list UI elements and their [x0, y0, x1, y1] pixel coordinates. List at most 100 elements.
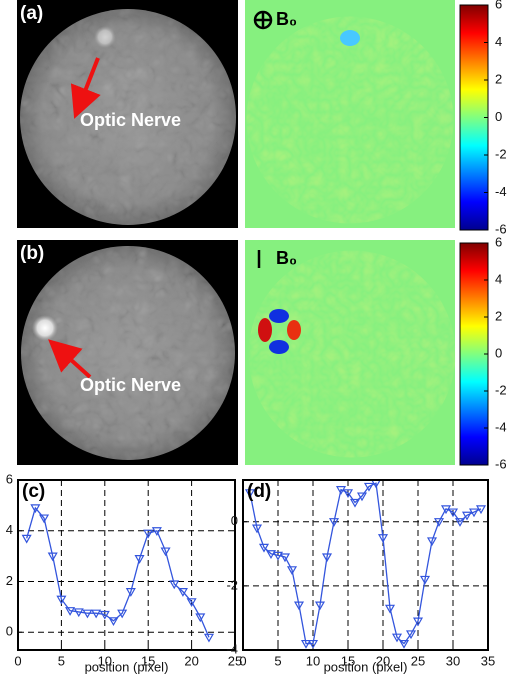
marker: [398, 639, 410, 649]
marker: [125, 588, 136, 597]
marker: [39, 514, 50, 524]
marker: [475, 505, 487, 515]
marker: [73, 608, 84, 618]
marker: [293, 601, 305, 611]
marker: [349, 498, 361, 508]
marker: [419, 575, 431, 585]
marker: [468, 508, 480, 518]
marker: [307, 639, 319, 649]
panel-label: (d): [247, 481, 271, 502]
x-tick-label: 15: [341, 653, 355, 668]
y-tick-label: 6: [6, 471, 13, 486]
plot-area: [18, 480, 235, 650]
marker: [272, 551, 284, 561]
x-tick-label: 15: [141, 653, 155, 668]
colorbar-tick-label: 2: [495, 71, 502, 86]
x-tick-label: 25: [228, 653, 242, 668]
marker: [328, 518, 340, 527]
x-tick-label: 25: [411, 653, 425, 668]
x-tick-label: 20: [376, 653, 390, 668]
marker: [321, 553, 333, 563]
marker: [286, 566, 298, 576]
axes-box: [17, 479, 236, 651]
marker: [356, 492, 368, 502]
annotation: Optic Nerve: [80, 375, 181, 395]
marker: [405, 630, 417, 640]
marker: [279, 553, 291, 563]
colorbar: [459, 4, 489, 231]
y-tick-label: 2: [6, 573, 13, 588]
marker: [82, 609, 93, 619]
axes-box: [242, 479, 489, 651]
colorbar-tick-label: -2: [495, 382, 507, 397]
marker: [342, 489, 354, 499]
x-tick-label: 10: [306, 653, 320, 668]
texture: [20, 9, 236, 225]
marker: [384, 604, 396, 614]
colorbar-tick-label: 0: [495, 109, 502, 124]
texture: [246, 16, 454, 224]
nerve-spot: [94, 26, 116, 48]
panel-label: (c): [22, 481, 45, 502]
line: [26, 506, 210, 638]
marker: [447, 508, 459, 518]
marker: [91, 609, 102, 619]
marker: [377, 534, 389, 543]
panel-label: (b): [20, 243, 44, 264]
marker: [300, 639, 312, 649]
colorbar-tick-label: 4: [495, 271, 502, 286]
y-tick-label: 0: [6, 624, 13, 639]
blob: [269, 340, 289, 354]
colorbar-tick-label: 4: [495, 34, 502, 49]
marker: [30, 504, 41, 514]
colorbar: [459, 242, 489, 466]
marker: [314, 601, 326, 611]
x-tick-label: 5: [58, 653, 65, 668]
panel-label: (a): [20, 3, 43, 24]
marker: [134, 555, 145, 564]
colorbar-tick-label: 0: [495, 345, 502, 360]
marker: [186, 598, 197, 608]
plot-area: [243, 480, 488, 650]
marker: [65, 607, 76, 616]
x-axis-label: position (pixel): [85, 659, 169, 674]
marker: [461, 511, 473, 521]
annotation: Optic Nerve: [80, 110, 181, 130]
y-tick-label: -4: [226, 641, 238, 656]
colorbar-tick-label: -6: [495, 456, 507, 471]
marker: [195, 613, 206, 623]
marker: [169, 580, 180, 590]
texture: [248, 250, 456, 458]
colorbar-tick-label: -2: [495, 146, 507, 161]
annotation: B₀: [276, 248, 297, 268]
blob: [258, 318, 272, 342]
marker: [440, 505, 452, 515]
marker: [99, 610, 110, 620]
marker: [412, 617, 424, 627]
y-tick-label: -2: [226, 577, 238, 592]
x-tick-label: 10: [98, 653, 112, 668]
marker: [244, 489, 256, 499]
x-tick-label: 35: [481, 653, 495, 668]
blob: [340, 30, 360, 46]
colorbar-tick-label: -4: [495, 419, 507, 434]
marker: [108, 617, 119, 627]
colorbar-tick-label: -4: [495, 184, 507, 199]
marker: [335, 486, 347, 495]
marker: [151, 527, 162, 536]
marker: [56, 595, 67, 605]
marker: [433, 518, 445, 527]
x-tick-label: 0: [14, 653, 21, 668]
marker: [160, 547, 171, 557]
marker: [117, 609, 128, 619]
y-tick-label: 0: [231, 513, 238, 528]
x-tick-label: 5: [274, 653, 281, 668]
x-tick-label: 0: [239, 653, 246, 668]
colorbar-tick-label: 6: [495, 234, 502, 249]
marker: [143, 529, 154, 539]
marker: [391, 633, 403, 643]
x-tick-label: 20: [184, 653, 198, 668]
marker: [203, 633, 214, 643]
colorbar-tick-label: 6: [495, 0, 502, 11]
